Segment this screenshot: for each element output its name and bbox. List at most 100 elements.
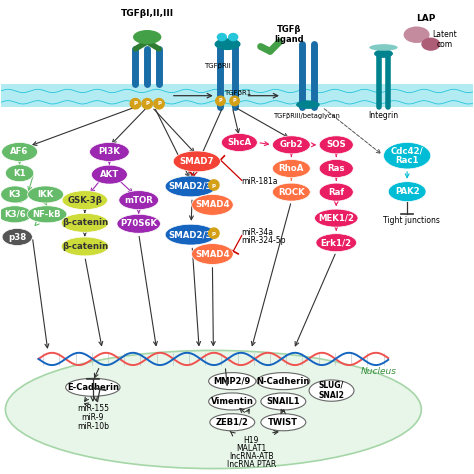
- Text: SMAD4: SMAD4: [195, 201, 230, 210]
- Ellipse shape: [273, 159, 310, 177]
- Text: LAP: LAP: [416, 14, 436, 23]
- Text: ShcA: ShcA: [228, 138, 251, 147]
- Text: P: P: [157, 101, 161, 106]
- Text: N-Cadherin: N-Cadherin: [256, 377, 310, 386]
- Text: β-catenin: β-catenin: [62, 219, 108, 228]
- Text: Grb2: Grb2: [280, 140, 303, 149]
- Ellipse shape: [173, 151, 220, 172]
- Text: IKK: IKK: [37, 190, 54, 199]
- Ellipse shape: [1, 143, 37, 161]
- Ellipse shape: [5, 350, 421, 469]
- Ellipse shape: [319, 159, 353, 177]
- Circle shape: [209, 228, 219, 238]
- Text: K3/6: K3/6: [4, 210, 26, 219]
- Text: Latent
com: Latent com: [433, 30, 457, 49]
- Ellipse shape: [119, 191, 158, 210]
- Ellipse shape: [319, 136, 353, 154]
- Text: Tight junctions: Tight junctions: [383, 216, 440, 225]
- Text: K3: K3: [9, 190, 21, 199]
- Circle shape: [130, 99, 141, 109]
- Text: miR-155: miR-155: [77, 403, 109, 412]
- Text: TGFβ
ligand: TGFβ ligand: [274, 25, 304, 45]
- Ellipse shape: [61, 213, 109, 232]
- Ellipse shape: [374, 49, 393, 58]
- Text: Vimentin: Vimentin: [211, 397, 254, 406]
- Ellipse shape: [0, 206, 32, 223]
- Ellipse shape: [209, 393, 256, 410]
- Text: NF-kB: NF-kB: [33, 210, 61, 219]
- Ellipse shape: [369, 44, 398, 51]
- Text: MMP2/9: MMP2/9: [214, 377, 251, 386]
- Text: ZEB1/2: ZEB1/2: [216, 418, 249, 427]
- Ellipse shape: [133, 30, 161, 44]
- Ellipse shape: [388, 182, 426, 201]
- Text: p38: p38: [8, 233, 27, 241]
- Ellipse shape: [257, 373, 310, 390]
- Ellipse shape: [315, 209, 358, 227]
- Ellipse shape: [90, 143, 129, 161]
- Ellipse shape: [309, 380, 354, 401]
- Ellipse shape: [296, 100, 319, 109]
- Text: AKT: AKT: [100, 170, 119, 179]
- Ellipse shape: [191, 244, 233, 264]
- Ellipse shape: [403, 27, 429, 43]
- Ellipse shape: [2, 228, 32, 246]
- Text: p: p: [212, 231, 216, 236]
- Ellipse shape: [319, 183, 353, 201]
- Ellipse shape: [61, 237, 109, 256]
- Ellipse shape: [209, 373, 256, 390]
- Text: K1: K1: [13, 169, 26, 178]
- Text: lncRNA-ATB: lncRNA-ATB: [229, 452, 273, 461]
- Text: MEK1/2: MEK1/2: [318, 214, 354, 223]
- Text: P: P: [145, 101, 149, 106]
- Text: TGFβRIII/betaglycan: TGFβRIII/betaglycan: [274, 112, 341, 118]
- Ellipse shape: [66, 378, 120, 396]
- Ellipse shape: [421, 37, 440, 51]
- Text: PAK2: PAK2: [395, 187, 419, 196]
- Text: TGFβR1: TGFβR1: [224, 90, 252, 96]
- Text: Raf: Raf: [328, 188, 344, 197]
- Ellipse shape: [228, 33, 238, 41]
- Ellipse shape: [191, 194, 233, 215]
- Ellipse shape: [383, 143, 431, 169]
- Text: mTOR: mTOR: [124, 196, 153, 205]
- Text: miR-324-5p: miR-324-5p: [242, 236, 286, 245]
- Ellipse shape: [261, 393, 306, 410]
- Circle shape: [230, 96, 239, 106]
- Text: SMAD7: SMAD7: [180, 157, 214, 166]
- Text: Nucleus: Nucleus: [361, 367, 397, 376]
- Circle shape: [154, 99, 164, 109]
- Text: SMAD2/3: SMAD2/3: [169, 182, 212, 191]
- Circle shape: [216, 96, 225, 106]
- Ellipse shape: [165, 224, 216, 245]
- Text: P: P: [133, 101, 137, 106]
- Ellipse shape: [217, 33, 227, 41]
- Ellipse shape: [117, 214, 160, 233]
- Text: miR-181a: miR-181a: [242, 177, 278, 186]
- Text: SOS: SOS: [327, 140, 346, 149]
- Ellipse shape: [215, 38, 240, 50]
- Ellipse shape: [273, 183, 310, 201]
- Text: P70S6K: P70S6K: [120, 219, 157, 228]
- Text: lncRNA PTAR: lncRNA PTAR: [227, 460, 276, 469]
- Ellipse shape: [221, 134, 257, 152]
- Text: RhoA: RhoA: [279, 164, 304, 173]
- Text: P: P: [233, 99, 237, 103]
- Text: p: p: [212, 182, 216, 188]
- Ellipse shape: [27, 206, 67, 223]
- Ellipse shape: [5, 164, 34, 182]
- Ellipse shape: [91, 165, 128, 184]
- Text: AF6: AF6: [10, 147, 29, 156]
- Text: Integrin: Integrin: [368, 111, 399, 120]
- Text: SMAD4: SMAD4: [195, 249, 230, 258]
- Text: Ras: Ras: [328, 164, 345, 173]
- Ellipse shape: [27, 186, 64, 203]
- Text: Erk1/2: Erk1/2: [321, 238, 352, 247]
- Text: miR-34a: miR-34a: [242, 228, 273, 237]
- Text: E-Cadherin: E-Cadherin: [67, 383, 119, 392]
- Text: TWIST: TWIST: [268, 418, 298, 427]
- Text: H19: H19: [244, 436, 259, 445]
- Text: Cdc42/
Rac1: Cdc42/ Rac1: [391, 146, 423, 165]
- Text: ROCK: ROCK: [278, 188, 305, 197]
- Text: GSK-3β: GSK-3β: [67, 196, 102, 205]
